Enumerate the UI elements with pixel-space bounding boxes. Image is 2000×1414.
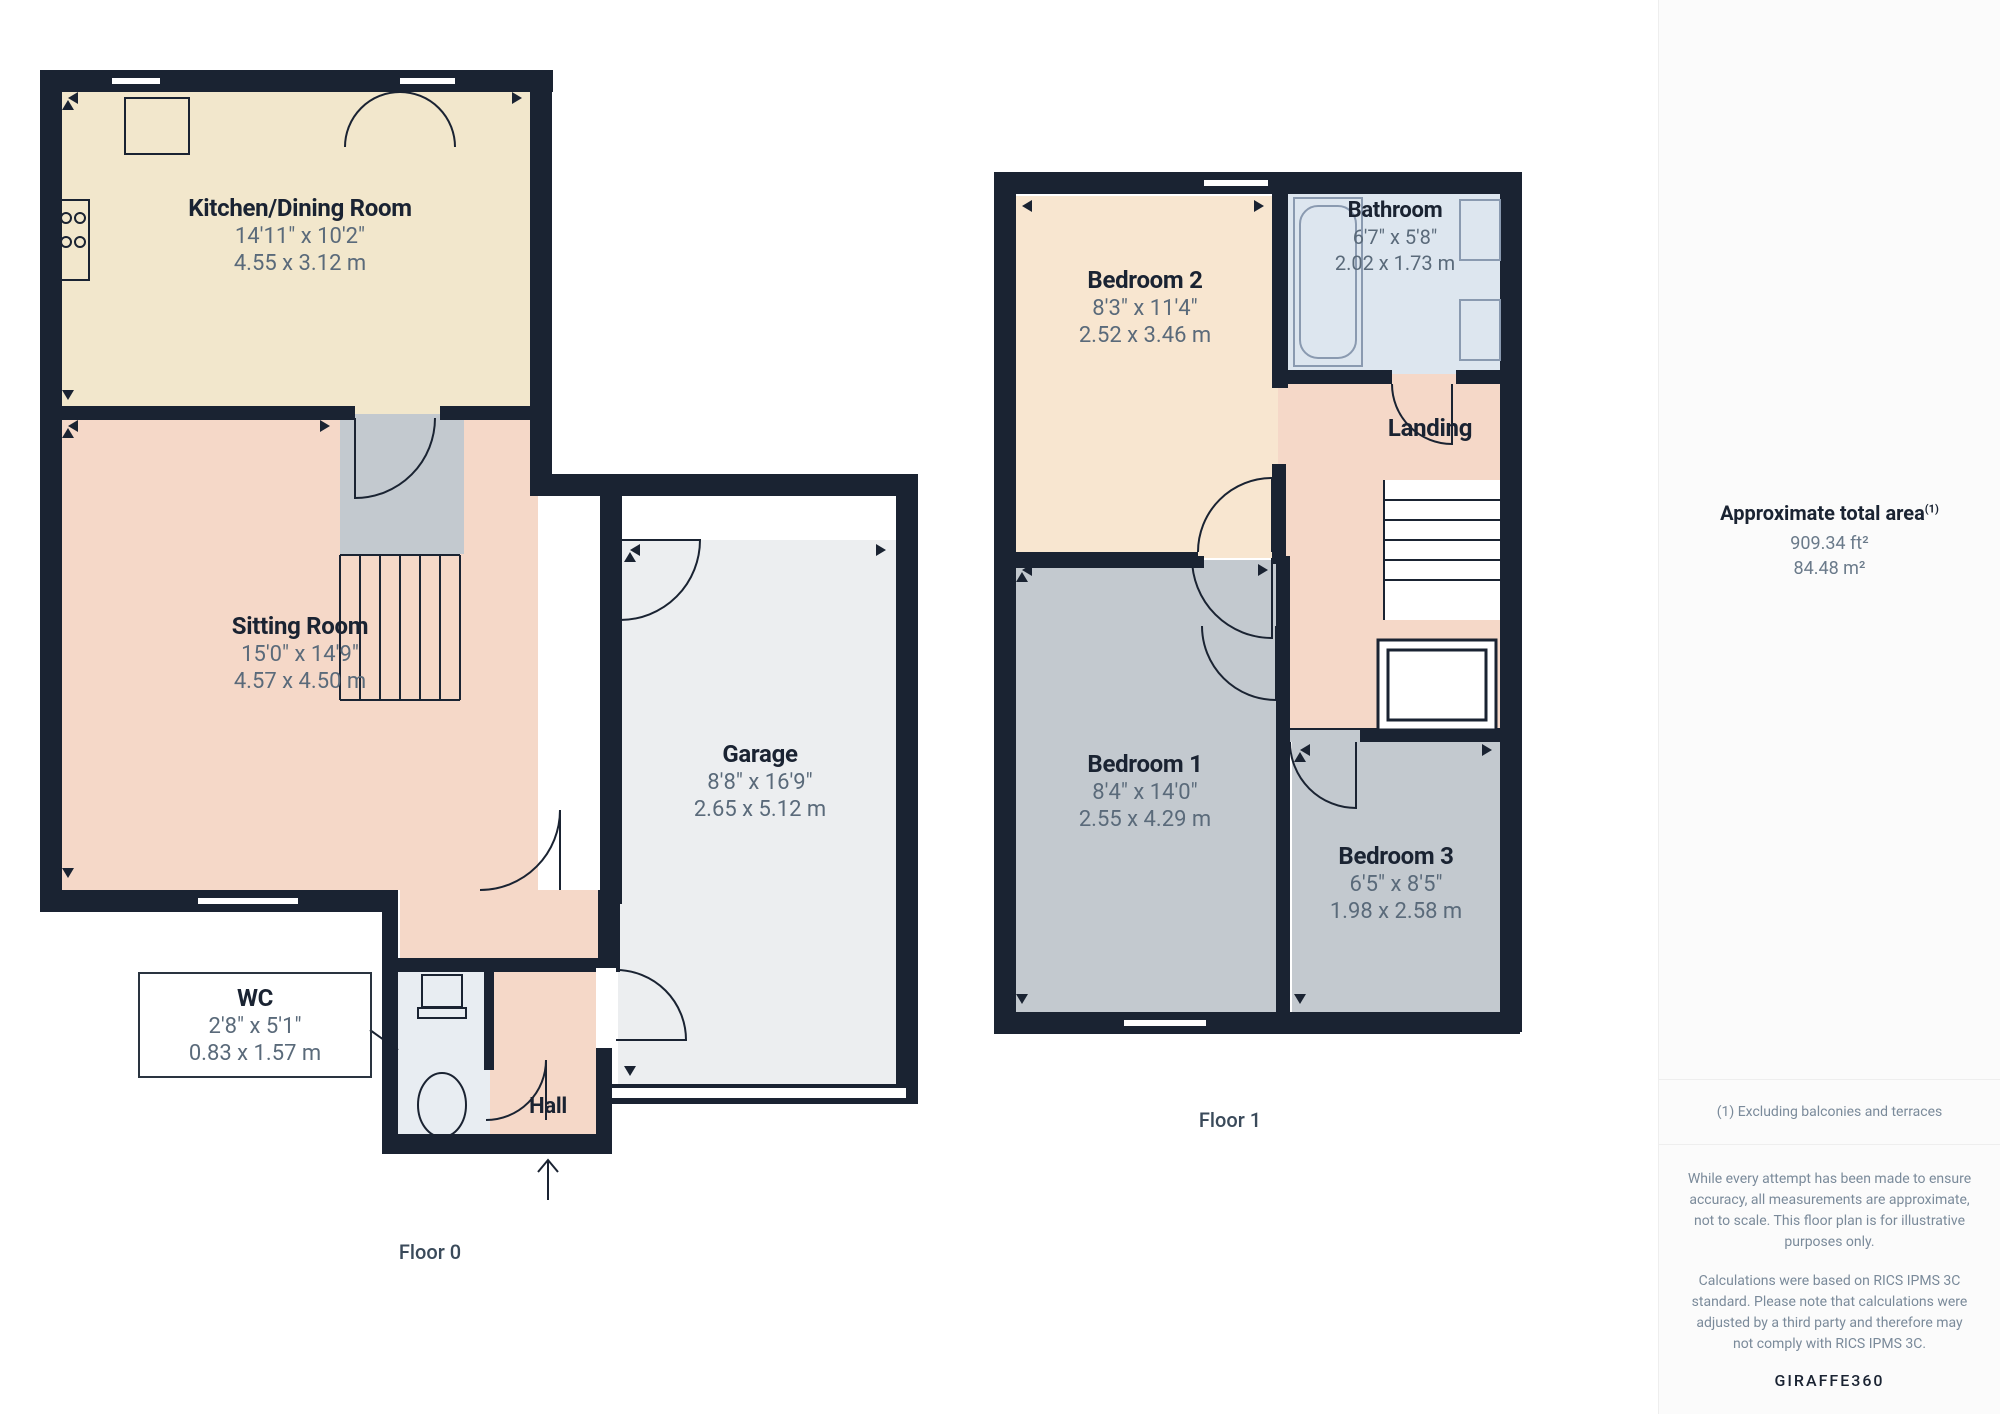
side-area-summary: Approximate total area(1) 909.34 ft² 84.… bbox=[1659, 0, 2000, 1079]
side-title-text: Approximate total area bbox=[1720, 501, 1925, 525]
room-name: WC bbox=[156, 984, 354, 1012]
disclaimer-2: Calculations were based on RICS IPMS 3C … bbox=[1687, 1271, 1972, 1355]
side-title: Approximate total area(1) bbox=[1720, 501, 1939, 525]
room-dim-metric: 0.83 x 1.57 m bbox=[156, 1041, 354, 1066]
side-disclaimer: While every attempt has been made to ens… bbox=[1659, 1144, 2000, 1371]
floor-1-label: Floor 1 bbox=[1130, 1108, 1330, 1132]
disclaimer-1: While every attempt has been made to ens… bbox=[1687, 1169, 1972, 1253]
side-panel: Approximate total area(1) 909.34 ft² 84.… bbox=[1658, 0, 2000, 1414]
floor-1-group bbox=[994, 172, 1522, 1034]
room-dim-imperial: 2'8" x 5'1" bbox=[156, 1014, 354, 1039]
floor-0-label: Floor 0 bbox=[330, 1240, 530, 1264]
label-wc-external: WC 2'8" x 5'1" 0.83 x 1.57 m bbox=[138, 972, 372, 1078]
side-footnote: (1) Excluding balconies and terraces bbox=[1659, 1079, 2000, 1144]
side-area-m: 84.48 m² bbox=[1793, 558, 1865, 579]
side-area-ft: 909.34 ft² bbox=[1790, 533, 1869, 554]
side-title-sup: (1) bbox=[1925, 502, 1939, 515]
side-logo: GIRAFFE360 bbox=[1659, 1371, 2000, 1414]
